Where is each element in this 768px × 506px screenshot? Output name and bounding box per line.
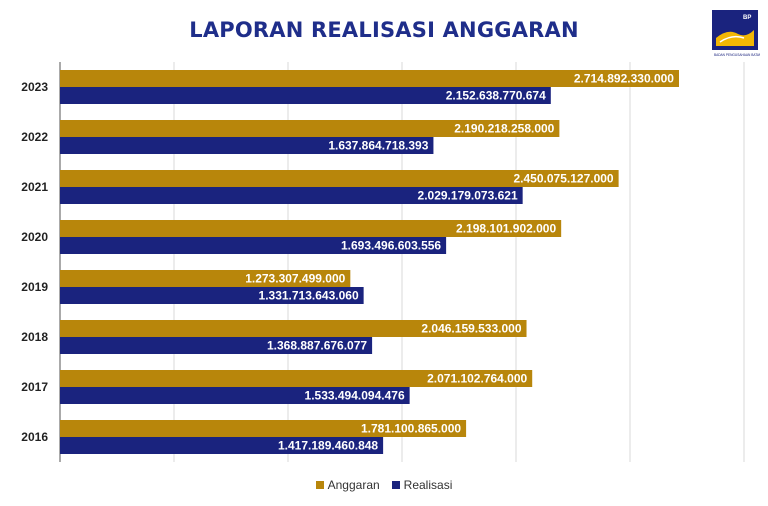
bp-batam-logo-icon: BP BADAN PENGUSAHAAN BATAM	[712, 10, 760, 57]
data-label-realisasi: 1.533.494.094.476	[305, 389, 405, 403]
bar-realisasi	[60, 187, 523, 204]
svg-text:BADAN PENGUSAHAAN BATAM: BADAN PENGUSAHAAN BATAM	[714, 53, 760, 57]
chart-title: LAPORAN REALISASI ANGGARAN	[189, 18, 579, 42]
bar-realisasi	[60, 237, 447, 254]
data-label-anggaran: 2.046.159.533.000	[421, 322, 521, 336]
data-label-realisasi: 1.368.887.676.077	[267, 339, 367, 353]
category-label: 2018	[21, 330, 48, 344]
data-label-realisasi: 2.029.179.073.621	[418, 189, 518, 203]
bar-realisasi	[60, 287, 364, 304]
bar-realisasi	[60, 137, 434, 154]
legend-item-realisasi: Realisasi	[391, 478, 453, 492]
data-label-anggaran: 1.273.307.499.000	[245, 272, 345, 286]
bar-anggaran	[60, 120, 560, 137]
bar-anggaran	[60, 420, 467, 437]
bar-anggaran	[60, 270, 351, 287]
category-label: 2016	[21, 430, 48, 444]
chart-legend: Anggaran Realisasi	[0, 478, 768, 492]
legend-swatch-realisasi	[391, 481, 400, 489]
data-label-realisasi: 2.152.638.770.674	[446, 89, 546, 103]
legend-item-anggaran: Anggaran	[315, 478, 380, 492]
category-label: 2023	[21, 80, 48, 94]
category-label: 2022	[21, 130, 48, 144]
bar-anggaran	[60, 170, 619, 187]
bar-anggaran	[60, 220, 562, 237]
bar-realisasi	[60, 437, 384, 454]
data-label-anggaran: 2.190.218.258.000	[454, 122, 554, 136]
data-label-anggaran: 2.450.075.127.000	[514, 172, 614, 186]
data-label-anggaran: 1.781.100.865.000	[361, 422, 461, 436]
bar-anggaran	[60, 70, 679, 87]
bar-anggaran	[60, 370, 533, 387]
data-label-anggaran: 2.714.892.330.000	[574, 72, 674, 86]
category-label: 2017	[21, 380, 48, 394]
data-label-anggaran: 2.198.101.902.000	[456, 222, 556, 236]
bar-realisasi	[60, 337, 373, 354]
bar-realisasi	[60, 387, 410, 404]
category-label: 2020	[21, 230, 48, 244]
data-label-realisasi: 1.637.864.718.393	[328, 139, 428, 153]
data-label-anggaran: 2.071.102.764.000	[427, 372, 527, 386]
bar-anggaran	[60, 320, 527, 337]
data-label-realisasi: 1.417.189.460.848	[278, 439, 378, 453]
bar-realisasi	[60, 87, 551, 104]
legend-label-realisasi: Realisasi	[403, 478, 453, 492]
data-label-realisasi: 1.331.713.643.060	[259, 289, 359, 303]
legend-label-anggaran: Anggaran	[327, 478, 380, 492]
legend-swatch-anggaran	[315, 481, 324, 489]
svg-text:BP: BP	[743, 15, 751, 21]
category-label: 2019	[21, 280, 48, 294]
category-label: 2021	[21, 180, 48, 194]
data-label-realisasi: 1.693.496.603.556	[341, 239, 441, 253]
